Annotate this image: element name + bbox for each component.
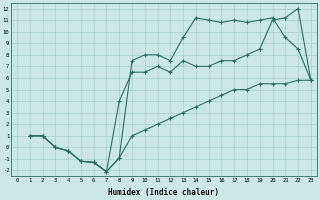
X-axis label: Humidex (Indice chaleur): Humidex (Indice chaleur) (108, 188, 220, 197)
